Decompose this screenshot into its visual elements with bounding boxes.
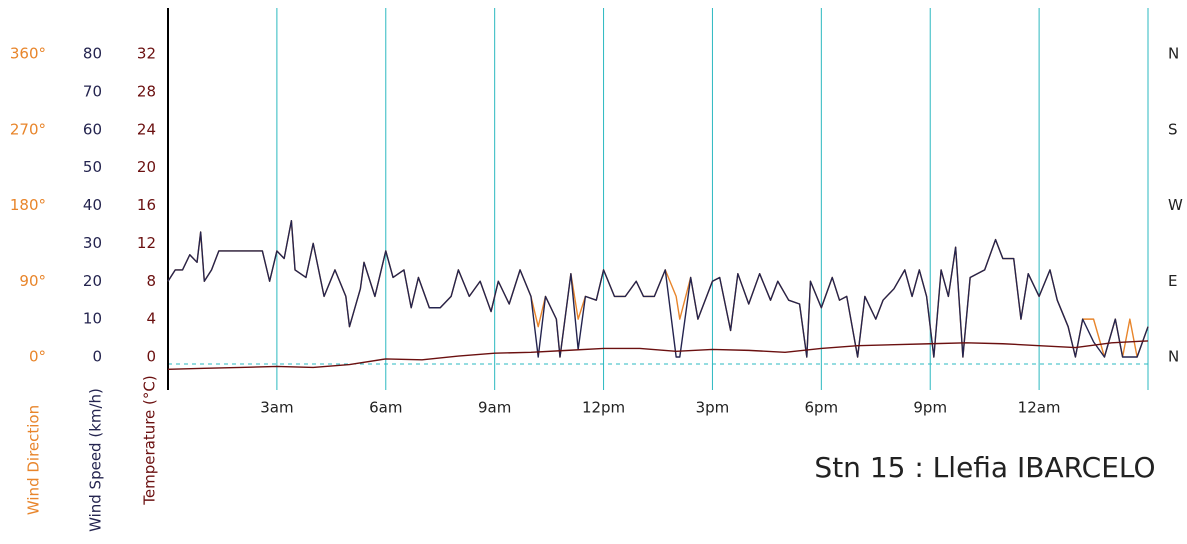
y2-tick-label: 8 [146,272,156,290]
y-tick-label: 0 [92,348,102,366]
y2-tick-label: 32 [137,45,156,63]
x-tick-label: 9am [478,399,511,417]
y3-tick-label: 180° [10,196,46,214]
y-tick-label: 40 [83,196,102,214]
x-tick-label: 3pm [696,399,730,417]
x-tick-label: 3am [260,399,293,417]
x-tick-label: 12pm [582,399,625,417]
x-tick-label: 12am [1018,399,1061,417]
compass-tick-label: W [1168,196,1183,214]
series-line [167,219,1149,358]
y3-tick-label: 270° [10,120,46,138]
axis-title: Wind Direction [25,405,43,515]
compass-tick-label: S [1168,120,1178,138]
y3-tick-label: 0° [29,348,46,366]
y2-tick-label: 20 [137,158,156,176]
y3-tick-label: 90° [19,272,46,290]
y-tick-label: 30 [83,234,102,252]
axis-title: Wind Speed (km/h) [87,388,105,532]
compass-tick-label: N [1168,348,1179,366]
y-tick-label: 50 [83,158,102,176]
series-line [167,340,1149,371]
y2-tick-label: 12 [137,234,156,252]
axis-title: Temperature (°C) [141,375,159,505]
y2-tick-label: 0 [146,348,156,366]
x-tick-label: 6pm [804,399,838,417]
x-tick-label: 9pm [913,399,947,417]
compass-tick-label: N [1168,45,1179,63]
y-tick-label: 60 [83,120,102,138]
y2-tick-label: 16 [137,196,156,214]
compass-tick-label: E [1168,272,1177,290]
y-tick-label: 20 [83,272,102,290]
y2-tick-label: 28 [137,82,156,100]
y-tick-label: 10 [83,310,102,328]
y3-tick-label: 360° [10,45,46,63]
chart-title: Stn 15 : Llefia IBARCELO [814,451,1155,484]
y2-tick-label: 4 [146,310,156,328]
y-tick-label: 80 [83,45,102,63]
y-tick-label: 70 [83,82,102,100]
x-tick-label: 6am [369,399,402,417]
y2-tick-label: 24 [137,120,156,138]
